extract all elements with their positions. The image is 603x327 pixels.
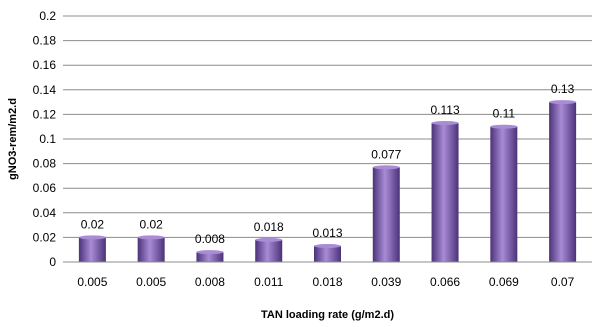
x-tick-label: 0.005 [77, 275, 107, 289]
bar-group [196, 250, 224, 262]
bar [490, 126, 518, 262]
bars: 0.02 0.02 0.008 0.018 0.013 0.077 0.113 0.11 0.1… [78, 82, 577, 262]
bar-top-cap [490, 124, 518, 129]
data-label: 0.008 [195, 232, 225, 246]
data-label: 0.113 [430, 103, 459, 117]
y-tick-label: 0.16 [33, 58, 57, 72]
bar-group [490, 124, 518, 262]
x-axis-title: TAN loading rate (g/m2.d) [261, 309, 394, 321]
y-tick-label: 0.08 [33, 157, 57, 171]
y-tick-label: 0 [49, 255, 56, 269]
bar-top-cap [431, 121, 459, 126]
bar [431, 123, 459, 262]
x-tick-label: 0.069 [489, 275, 519, 289]
x-tick-label: 0.066 [430, 275, 460, 289]
y-tick-label: 0.1 [39, 132, 56, 146]
data-label: 0.13 [551, 82, 575, 96]
bar [255, 239, 283, 262]
bar [372, 167, 400, 262]
bar [137, 237, 165, 262]
bar-group [314, 244, 341, 262]
y-tick-label: 0.12 [33, 107, 57, 121]
bar [549, 102, 577, 262]
y-tick-label: 0.2 [39, 9, 56, 23]
y-tick-label: 0.18 [33, 34, 57, 48]
data-label: 0.018 [254, 220, 284, 234]
x-tick-label: 0.039 [371, 275, 401, 289]
bar-top-cap [137, 235, 165, 240]
bar-group [78, 235, 106, 262]
x-tick-label: 0.008 [195, 275, 225, 289]
bar-top-cap [255, 237, 283, 242]
x-axis-ticks: 0.005 0.005 0.008 0.011 0.018 0.039 0.066 0.069… [77, 275, 574, 289]
bar-group [372, 165, 400, 262]
data-label: 0.02 [139, 217, 163, 231]
data-label: 0.077 [371, 147, 401, 161]
bar-top-cap [372, 165, 400, 170]
x-tick-label: 0.011 [254, 275, 283, 289]
y-tick-label: 0.14 [33, 83, 57, 97]
bar-group [137, 235, 165, 262]
y-tick-label: 0.06 [33, 181, 57, 195]
bar-top-cap [549, 100, 577, 105]
bar-top-cap [78, 235, 106, 240]
bar-top-cap [196, 250, 224, 255]
y-tick-label: 0.02 [33, 230, 57, 244]
bar [78, 237, 106, 262]
data-label: 0.013 [312, 226, 342, 240]
y-tick-label: 0.04 [33, 206, 57, 220]
data-label: 0.02 [81, 217, 105, 231]
y-axis-ticks: 0 0.02 0.04 0.06 0.08 0.1 0.12 0.14 0.16 0.18 0.2 [33, 9, 57, 269]
x-tick-label: 0.07 [551, 275, 575, 289]
bar [314, 246, 341, 262]
gridlines [63, 15, 592, 238]
bar-top-cap [314, 244, 341, 249]
bar-group [431, 121, 459, 262]
bar-group [255, 237, 283, 262]
y-axis-title: gNO3-rem/m2.d [7, 98, 19, 180]
bar [196, 252, 224, 262]
x-tick-label: 0.018 [312, 275, 342, 289]
x-tick-label: 0.005 [136, 275, 166, 289]
bar-group [549, 100, 577, 262]
data-label: 0.11 [493, 107, 516, 121]
